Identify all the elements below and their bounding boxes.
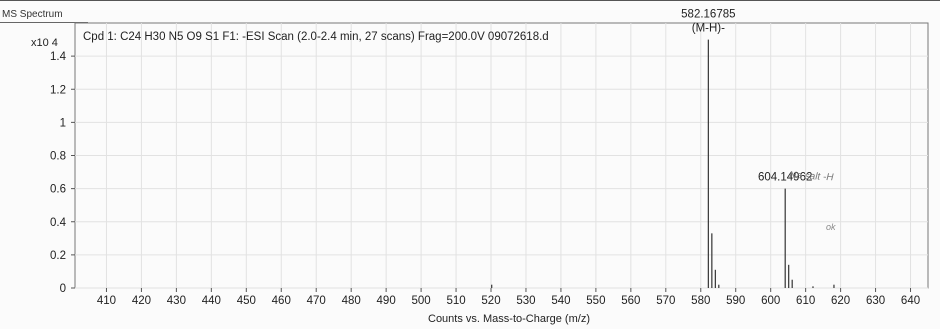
peak-layer: [491, 39, 835, 288]
x-tick-label: 600: [761, 295, 780, 307]
y-tick-label: 0: [60, 283, 66, 295]
tick-layer: 410 420 430 440 450 460 470 480 490 500 510 520 530 5…: [50, 51, 920, 307]
x-tick-label: 550: [586, 295, 605, 307]
peak-label: 582.16785: [681, 9, 735, 21]
grid-layer: [75, 23, 928, 289]
x-tick-label: 640: [901, 295, 920, 307]
y-tick-label: 1: [60, 117, 66, 129]
x-tick-label: 410: [97, 295, 116, 307]
peak-label: (M-H)-: [692, 23, 725, 35]
x-tick-label: 500: [412, 295, 431, 307]
x-tick-label: 420: [132, 295, 151, 307]
x-tick-label: 470: [307, 295, 326, 307]
y-multiplier-label: x10 4: [31, 37, 58, 49]
x-tick-label: 490: [377, 295, 396, 307]
handwritten-note: Na salt -H: [789, 170, 835, 183]
window-title: MS Spectrum: [2, 9, 63, 20]
x-tick-label: 480: [342, 295, 361, 307]
x-tick-label: 590: [726, 295, 745, 307]
x-tick-label: 620: [831, 295, 850, 307]
x-tick-label: 630: [866, 295, 885, 307]
y-tick-label: 0.4: [50, 217, 67, 229]
top-rule: [0, 0, 940, 1]
handwritten-note: ok: [826, 222, 836, 232]
x-tick-label: 510: [446, 295, 465, 307]
x-axis-label: Counts vs. Mass-to-Charge (m/z): [428, 313, 590, 325]
title-underline: [0, 22, 88, 23]
y-tick-label: 0.2: [50, 250, 66, 262]
peak-label: 604.14962: [758, 172, 812, 184]
x-tick-label: 430: [167, 295, 186, 307]
x-tick-label: 460: [272, 295, 291, 307]
x-tick-label: 440: [202, 295, 221, 307]
x-tick-label: 450: [237, 295, 256, 307]
x-tick-label: 530: [516, 295, 535, 307]
y-tick-label: 1.2: [50, 84, 66, 96]
x-tick-label: 570: [656, 295, 675, 307]
y-tick-label: 0.8: [50, 151, 66, 163]
x-tick-label: 560: [621, 295, 640, 307]
x-tick-label: 520: [481, 295, 500, 307]
x-tick-label: 540: [551, 295, 570, 307]
label-layer: 582.16785 (M-H)- 604.14962: [681, 9, 812, 184]
chart-title: Cpd 1: C24 H30 N5 O9 S1 F1: -ESI Scan (2…: [83, 31, 549, 43]
y-tick-label: 1.4: [50, 51, 67, 63]
y-tick-label: 0.6: [50, 184, 66, 196]
x-tick-label: 610: [796, 295, 815, 307]
x-tick-label: 580: [691, 295, 710, 307]
